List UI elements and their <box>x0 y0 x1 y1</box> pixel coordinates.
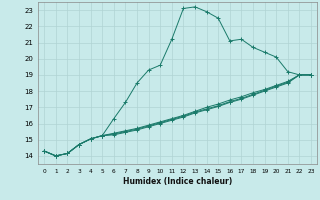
X-axis label: Humidex (Indice chaleur): Humidex (Indice chaleur) <box>123 177 232 186</box>
